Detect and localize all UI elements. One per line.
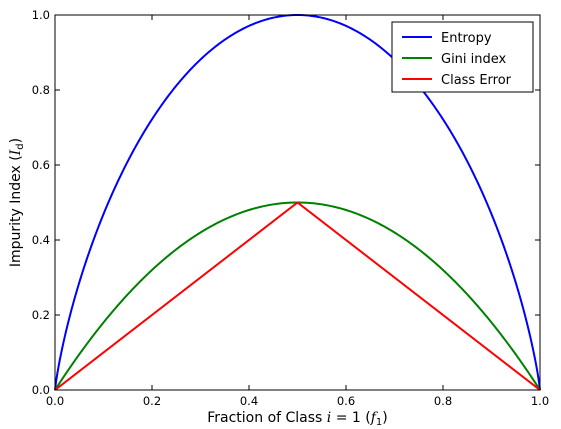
legend-label: Entropy bbox=[441, 31, 492, 46]
x-tick-label: 0.4 bbox=[240, 394, 258, 408]
x-tick-label: 0.0 bbox=[46, 394, 64, 408]
y-axis-label: Impurity Index (Id) bbox=[8, 138, 26, 267]
legend-label: Gini index bbox=[441, 52, 507, 67]
legend-items: Entropy Gini index Class Error bbox=[402, 31, 512, 88]
plot-frame bbox=[54, 14, 541, 391]
y-tick-label: 1.0 bbox=[32, 8, 50, 22]
x-tick-label: 0.6 bbox=[337, 394, 355, 408]
y-tick-label: 0.2 bbox=[32, 308, 50, 322]
x-tick-label: 0.8 bbox=[434, 394, 452, 408]
y-tick-label: 0.4 bbox=[32, 233, 50, 247]
y-tick-label: 0.6 bbox=[32, 158, 50, 172]
y-tick-label: 0.8 bbox=[32, 83, 50, 97]
y-tick-label: 0.0 bbox=[32, 383, 50, 397]
legend-label: Class Error bbox=[441, 73, 512, 88]
x-tick-label: 0.2 bbox=[143, 394, 161, 408]
series-line-class-error bbox=[54, 201, 541, 391]
ticks-layer: 0.0 0.2 0.4 0.6 0.8 1.0 0.0 0.2 0.4 0.6 0.8 1.0 bbox=[32, 8, 549, 408]
x-axis-label: Fraction of Class i = 1 (f1) bbox=[207, 410, 388, 428]
x-tick-label: 1.0 bbox=[531, 394, 549, 408]
legend: Entropy Gini index Class Error bbox=[391, 21, 534, 93]
